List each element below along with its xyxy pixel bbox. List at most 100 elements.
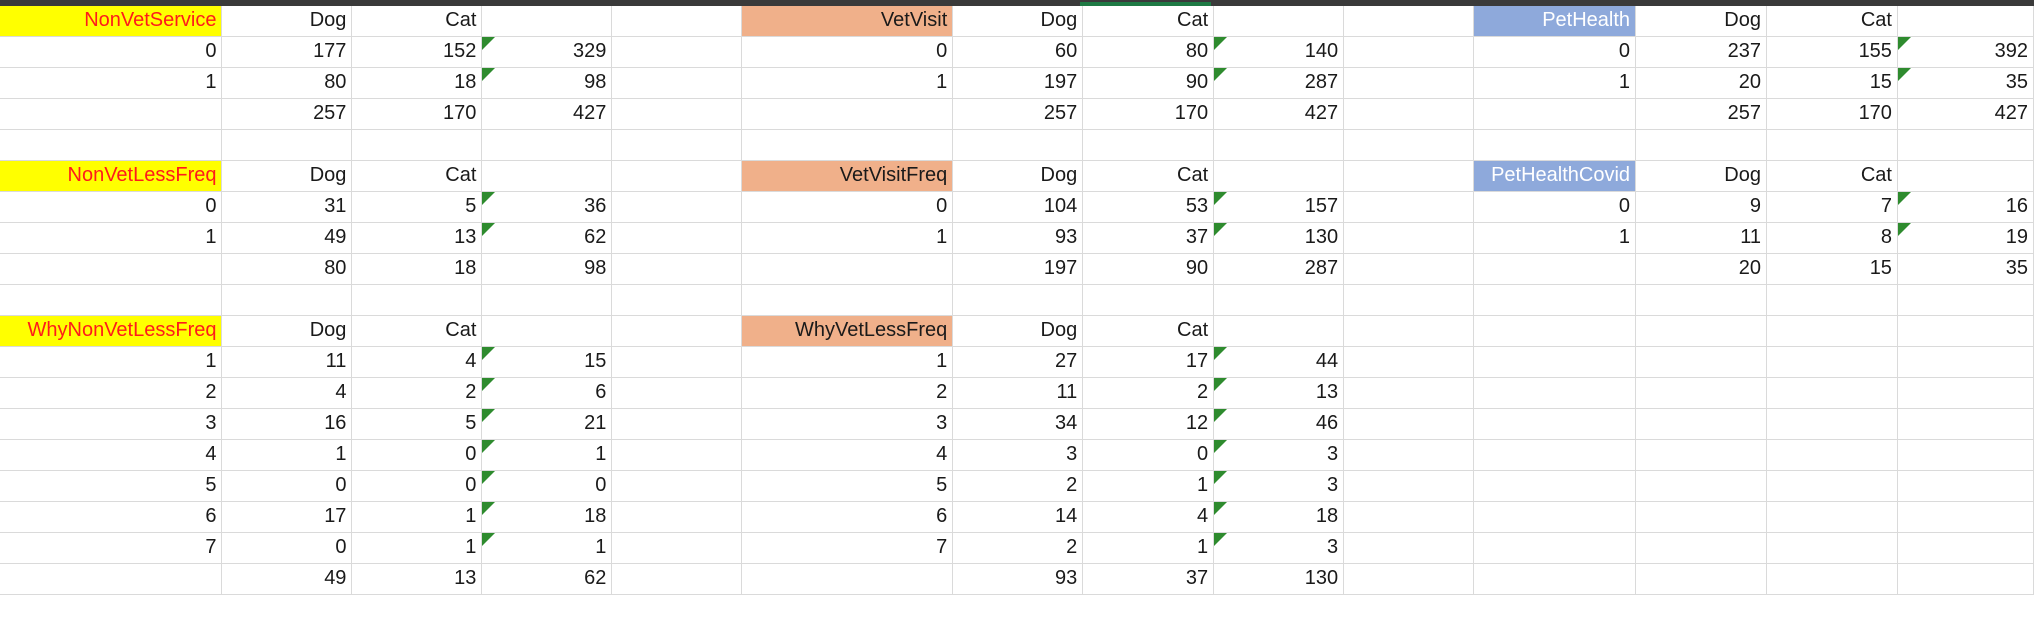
cell-r18-c8[interactable]: 130 — [1213, 563, 1345, 595]
cell-r9-c13[interactable] — [1897, 284, 2034, 316]
cell-r13-c12[interactable] — [1766, 408, 1898, 440]
cell-r14-c3[interactable]: 1 — [481, 439, 613, 471]
cell-r13-c1[interactable]: 16 — [221, 408, 353, 440]
cell-r14-c9[interactable] — [1343, 439, 1475, 471]
cell-r16-c10[interactable] — [1473, 501, 1637, 533]
cell-r8-c5[interactable] — [741, 253, 954, 285]
cell-r13-c11[interactable] — [1635, 408, 1767, 440]
cell-r12-c12[interactable] — [1766, 377, 1898, 409]
cell-r17-c4[interactable] — [611, 532, 743, 564]
cell-r2-c11[interactable]: 20 — [1635, 67, 1767, 99]
cell-r3-c11[interactable]: 257 — [1635, 98, 1767, 130]
cell-r5-c1[interactable]: Dog — [221, 160, 353, 192]
cell-r7-c2[interactable]: 13 — [351, 222, 483, 254]
cell-r13-c6[interactable]: 34 — [952, 408, 1084, 440]
cell-r16-c0[interactable]: 6 — [0, 501, 223, 533]
cell-r3-c13[interactable]: 427 — [1897, 98, 2034, 130]
cell-r9-c2[interactable] — [351, 284, 483, 316]
cell-r15-c0[interactable]: 5 — [0, 470, 223, 502]
cell-r18-c10[interactable] — [1473, 563, 1637, 595]
cell-r11-c11[interactable] — [1635, 346, 1767, 378]
cell-r15-c6[interactable]: 2 — [952, 470, 1084, 502]
cell-r2-c12[interactable]: 15 — [1766, 67, 1898, 99]
cell-r15-c3[interactable]: 0 — [481, 470, 613, 502]
cell-r17-c13[interactable] — [1897, 532, 2034, 564]
cell-r1-c13[interactable]: 392 — [1897, 36, 2034, 68]
cell-r17-c10[interactable] — [1473, 532, 1637, 564]
cell-r18-c2[interactable]: 13 — [351, 563, 483, 595]
cell-r17-c11[interactable] — [1635, 532, 1767, 564]
cell-r17-c8[interactable]: 3 — [1213, 532, 1345, 564]
cell-r4-c8[interactable] — [1213, 129, 1345, 161]
cell-r1-c10[interactable]: 0 — [1473, 36, 1637, 68]
cell-r15-c10[interactable] — [1473, 470, 1637, 502]
cell-r14-c0[interactable]: 4 — [0, 439, 223, 471]
cell-r0-c0[interactable]: NonVetService — [0, 6, 223, 37]
cell-r16-c11[interactable] — [1635, 501, 1767, 533]
cell-r10-c12[interactable] — [1766, 315, 1898, 347]
cell-r15-c9[interactable] — [1343, 470, 1475, 502]
cell-r12-c3[interactable]: 6 — [481, 377, 613, 409]
cell-r4-c10[interactable] — [1473, 129, 1637, 161]
cell-r8-c2[interactable]: 18 — [351, 253, 483, 285]
cell-r7-c11[interactable]: 11 — [1635, 222, 1767, 254]
cell-r9-c4[interactable] — [611, 284, 743, 316]
cell-r18-c13[interactable] — [1897, 563, 2034, 595]
cell-r15-c13[interactable] — [1897, 470, 2034, 502]
cell-r8-c12[interactable]: 15 — [1766, 253, 1898, 285]
cell-r17-c5[interactable]: 7 — [741, 532, 954, 564]
cell-r11-c7[interactable]: 17 — [1082, 346, 1215, 378]
cell-r16-c6[interactable]: 14 — [952, 501, 1084, 533]
cell-r16-c4[interactable] — [611, 501, 743, 533]
cell-r0-c6[interactable]: Dog — [952, 6, 1084, 37]
cell-r2-c7[interactable]: 90 — [1082, 67, 1215, 99]
cell-r1-c1[interactable]: 177 — [221, 36, 353, 68]
cell-r12-c1[interactable]: 4 — [221, 377, 353, 409]
cell-r3-c6[interactable]: 257 — [952, 98, 1084, 130]
cell-r0-c3[interactable] — [481, 6, 613, 37]
cell-r8-c3[interactable]: 98 — [481, 253, 613, 285]
cell-r3-c12[interactable]: 170 — [1766, 98, 1898, 130]
cell-r6-c1[interactable]: 31 — [221, 191, 353, 223]
cell-r1-c0[interactable]: 0 — [0, 36, 223, 68]
cell-r10-c3[interactable] — [481, 315, 613, 347]
cell-r15-c5[interactable]: 5 — [741, 470, 954, 502]
cell-r9-c10[interactable] — [1473, 284, 1637, 316]
cell-r12-c13[interactable] — [1897, 377, 2034, 409]
cell-r0-c12[interactable]: Cat — [1766, 6, 1898, 37]
cell-r5-c7[interactable]: Cat — [1082, 160, 1215, 192]
cell-r1-c12[interactable]: 155 — [1766, 36, 1898, 68]
cell-r5-c11[interactable]: Dog — [1635, 160, 1767, 192]
cell-r18-c4[interactable] — [611, 563, 743, 595]
cell-r0-c4[interactable] — [611, 6, 743, 37]
cell-r14-c6[interactable]: 3 — [952, 439, 1084, 471]
cell-r6-c9[interactable] — [1343, 191, 1475, 223]
cell-r16-c12[interactable] — [1766, 501, 1898, 533]
cell-r1-c7[interactable]: 80 — [1082, 36, 1215, 68]
cell-r8-c6[interactable]: 197 — [952, 253, 1084, 285]
cell-r0-c1[interactable]: Dog — [221, 6, 353, 37]
cell-r3-c4[interactable] — [611, 98, 743, 130]
cell-r13-c2[interactable]: 5 — [351, 408, 483, 440]
cell-r11-c6[interactable]: 27 — [952, 346, 1084, 378]
cell-r2-c8[interactable]: 287 — [1213, 67, 1345, 99]
cell-r10-c1[interactable]: Dog — [221, 315, 353, 347]
cell-r9-c0[interactable] — [0, 284, 223, 316]
cell-r10-c10[interactable] — [1473, 315, 1637, 347]
cell-r2-c6[interactable]: 197 — [952, 67, 1084, 99]
cell-r7-c13[interactable]: 19 — [1897, 222, 2034, 254]
cell-r15-c4[interactable] — [611, 470, 743, 502]
cell-r11-c5[interactable]: 1 — [741, 346, 954, 378]
cell-r5-c5[interactable]: VetVisitFreq — [741, 160, 954, 192]
cell-r1-c4[interactable] — [611, 36, 743, 68]
cell-r11-c2[interactable]: 4 — [351, 346, 483, 378]
cell-r5-c12[interactable]: Cat — [1766, 160, 1898, 192]
cell-r10-c8[interactable] — [1213, 315, 1345, 347]
cell-r13-c3[interactable]: 21 — [481, 408, 613, 440]
cell-r6-c0[interactable]: 0 — [0, 191, 223, 223]
cell-r8-c10[interactable] — [1473, 253, 1637, 285]
cell-r4-c5[interactable] — [741, 129, 954, 161]
cell-r6-c2[interactable]: 5 — [351, 191, 483, 223]
cell-r9-c7[interactable] — [1082, 284, 1215, 316]
cell-r3-c3[interactable]: 427 — [481, 98, 613, 130]
